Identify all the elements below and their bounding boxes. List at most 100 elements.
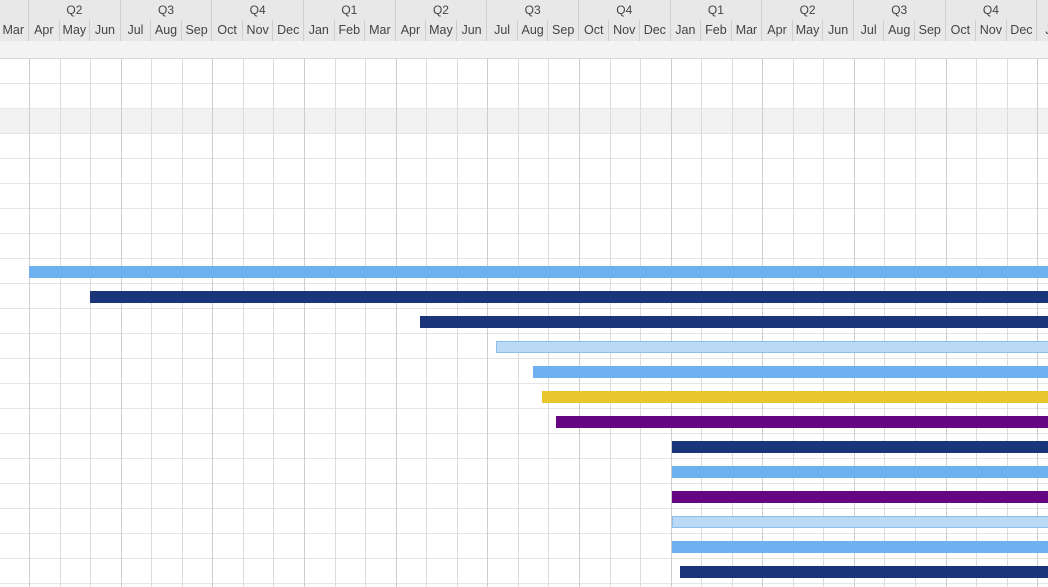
month-header-cell: Apr: [396, 20, 427, 41]
row-divider: [0, 408, 1048, 409]
month-gridline: [29, 58, 30, 587]
month-header-cell: Oct: [212, 20, 243, 41]
month-header-cell: Jun: [823, 20, 854, 41]
task-bar[interactable]: [672, 516, 1048, 528]
month-gridline: [396, 58, 397, 587]
row-divider: [0, 533, 1048, 534]
month-gridline: [90, 58, 91, 587]
month-header-cell: May: [793, 20, 824, 41]
quarter-header-cell: Q2: [762, 0, 854, 20]
quarter-header-cell-empty: [0, 0, 30, 20]
month-gridline: [273, 58, 274, 587]
month-header-cell: Jul: [121, 20, 152, 41]
task-bar[interactable]: [672, 441, 1048, 453]
row-divider: [0, 483, 1048, 484]
month-header-cell: Jan: [671, 20, 702, 41]
task-bar[interactable]: [542, 391, 1048, 403]
month-header-cell: Aug: [518, 20, 549, 41]
quarter-header-cell: Q1: [304, 0, 396, 20]
row-divider: [0, 283, 1048, 284]
quarter-header-cell: Q3: [121, 0, 213, 20]
task-bar[interactable]: [672, 541, 1048, 553]
month-header-cell: Nov: [243, 20, 274, 41]
month-header-cell: Oct: [579, 20, 610, 41]
quarter-header-cell: Q2: [396, 0, 488, 20]
month-header-cell: Mar: [365, 20, 396, 41]
month-header-cell: Jun: [457, 20, 488, 41]
month-gridline: [182, 58, 183, 587]
month-header-cell: Sep: [915, 20, 946, 41]
row-divider: [0, 158, 1048, 159]
month-header-cell: May: [60, 20, 91, 41]
month-header-cell: Dec: [640, 20, 671, 41]
quarter-header-row: Q2 Q3 Q4 Q1 Q2 Q3 Q4 Q1 Q2 Q3 Q4: [0, 0, 1048, 20]
month-header-cell: Aug: [151, 20, 182, 41]
month-gridline: [121, 58, 122, 587]
row-divider: [0, 433, 1048, 434]
row-divider: [0, 308, 1048, 309]
task-bar[interactable]: [533, 366, 1048, 378]
row-divider: [0, 333, 1048, 334]
row-divider: [0, 108, 1048, 109]
highlighted-row: [0, 109, 1048, 134]
quarter-header-cell: Q3: [854, 0, 946, 20]
quarter-header-cell: Q3: [487, 0, 579, 20]
month-gridline: [243, 58, 244, 587]
row-divider: [0, 83, 1048, 84]
month-header-cell: Aug: [884, 20, 915, 41]
row-divider: [0, 208, 1048, 209]
month-header-cell: Dec: [1007, 20, 1038, 41]
quarter-header-cell: Q2: [29, 0, 121, 20]
row-divider: [0, 508, 1048, 509]
month-header-cell: Jun: [90, 20, 121, 41]
month-header-cell: May: [426, 20, 457, 41]
month-header-cell: Feb: [701, 20, 732, 41]
timeline-grid: [0, 58, 1048, 587]
row-divider: [0, 183, 1048, 184]
task-bar[interactable]: [29, 266, 1048, 278]
quarter-header-cell: Q4: [579, 0, 671, 20]
month-header-cell: Mar: [732, 20, 763, 41]
month-header-cell: Jul: [854, 20, 885, 41]
month-header-cell: Sep: [182, 20, 213, 41]
month-header-row: Mar Apr May Jun Jul Aug Sep Oct Nov Dec Jan Feb Mar A…: [0, 20, 1048, 41]
month-gridline: [365, 58, 366, 587]
task-bar[interactable]: [672, 491, 1048, 503]
month-header-cell: Jan: [304, 20, 335, 41]
month-header-cell: Oct: [946, 20, 977, 41]
month-header-cell: Ja: [1037, 20, 1048, 41]
month-header-cell: Apr: [29, 20, 60, 41]
task-bar[interactable]: [420, 316, 1048, 328]
row-divider: [0, 583, 1048, 584]
month-header-cell: Sep: [548, 20, 579, 41]
row-divider: [0, 133, 1048, 134]
quarter-header-cell: Q4: [212, 0, 304, 20]
task-bar[interactable]: [496, 341, 1048, 353]
row-divider: [0, 358, 1048, 359]
quarter-header-cell: Q1: [671, 0, 763, 20]
task-bar[interactable]: [556, 416, 1048, 428]
row-divider: [0, 258, 1048, 259]
month-header-cell: Apr: [762, 20, 793, 41]
row-divider: [0, 458, 1048, 459]
month-header-cell: Nov: [976, 20, 1007, 41]
month-header-cell: Jul: [487, 20, 518, 41]
quarter-header-cell: Q4: [946, 0, 1038, 20]
month-header-cell: Nov: [610, 20, 641, 41]
month-gridline: [151, 58, 152, 587]
month-gridline: [335, 58, 336, 587]
month-header-cell: Dec: [273, 20, 304, 41]
month-header-cell: Feb: [335, 20, 366, 41]
row-divider: [0, 383, 1048, 384]
row-divider: [0, 233, 1048, 234]
task-bar[interactable]: [90, 291, 1048, 303]
month-gridline: [60, 58, 61, 587]
month-gridline: [304, 58, 305, 587]
month-header-cell: Mar: [0, 20, 30, 41]
header-spacer: [0, 41, 1048, 59]
row-divider: [0, 558, 1048, 559]
month-gridline: [212, 58, 213, 587]
task-bar[interactable]: [672, 466, 1048, 478]
task-bar[interactable]: [679, 566, 1048, 578]
